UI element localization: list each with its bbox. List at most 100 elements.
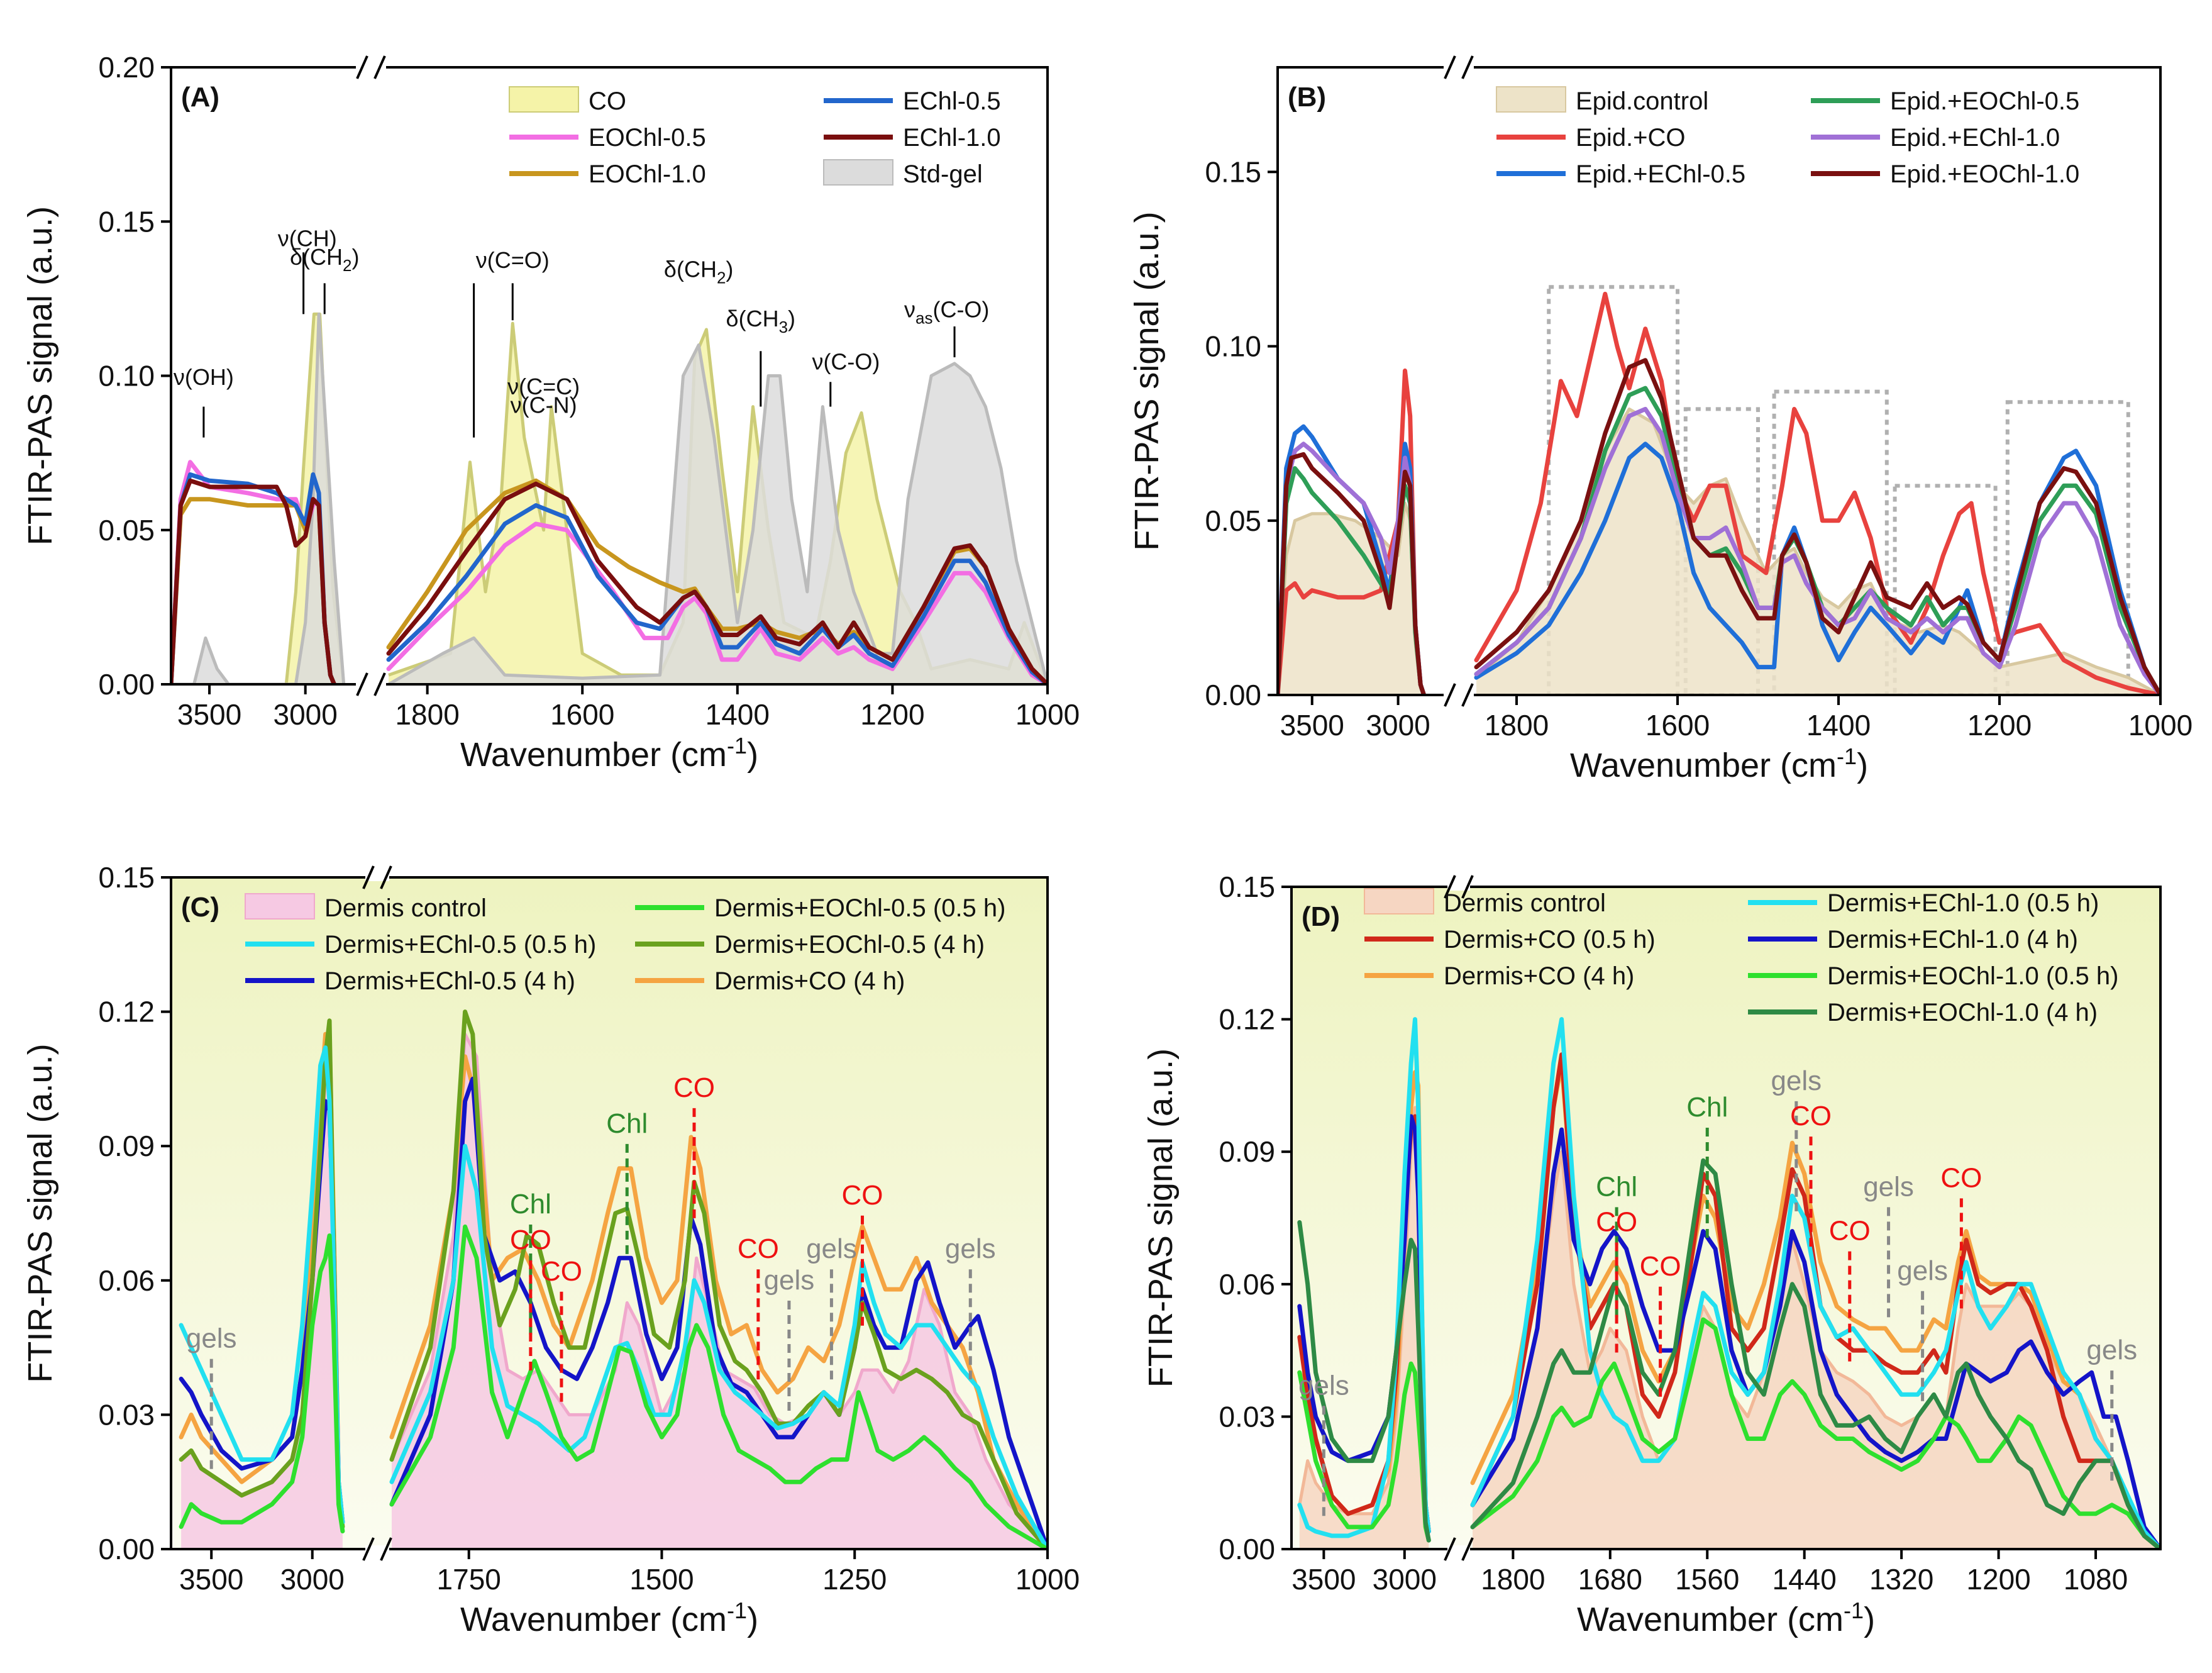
plot-frame [170,876,1049,1550]
y-axis-title: FTIR-PAS signal (a.u.) [1128,211,1166,550]
y-tick-label: 0.05 [98,514,155,547]
region-box [1772,389,1889,695]
series-line [386,503,1048,684]
series-line [1297,1361,1431,1543]
x-tick-label: 3500 [1280,709,1344,742]
y-tick-label: 0.20 [98,51,155,84]
axis-break-gap [365,874,389,881]
peak-marker-label: CO [1829,1216,1871,1247]
y-tick-label: 0.09 [98,1130,155,1162]
x-tick-label: 1680 [1578,1563,1642,1596]
peak-annotation: ν(CH) [278,225,337,251]
legend-label: Dermis control [324,894,487,922]
x-tick-label: 1200 [1966,1563,2030,1596]
legend-label: Epid.control [1576,87,1708,115]
legend-label: Dermis+CO (4 h) [1444,962,1634,990]
series-fill [1473,1152,2160,1549]
peak-marker-label: CO [1640,1251,1681,1282]
legend-label: Std-gel [903,160,983,188]
peak-marker-label: CO [673,1072,715,1103]
legend-swatch [1496,86,1566,113]
peak-marker-label: gels [1298,1370,1349,1401]
panel-B: 0.00 0.05 0.10 0.15 3500 3000 1800 1600 1400 1200… [1128,55,2193,784]
series-line [1470,1317,2160,1549]
legend-label: Epid.+EChl-1.0 [1890,124,2060,152]
y-axis-title: FTIR-PAS signal (a.u.) [1142,1048,1180,1387]
peak-marker-label: gels [1863,1171,1914,1202]
y-tick-label: 0.09 [1219,1135,1275,1168]
peak-annotation: ν(C=O) [476,247,550,273]
panel-label: (B) [1288,82,1326,113]
y-tick-label: 0.10 [1205,330,1261,363]
axis-break-mark [1444,55,1456,79]
legend-label: Epid.+CO [1576,124,1686,152]
y-tick-label: 0.15 [98,205,155,238]
x-tick-label: 3500 [177,698,241,731]
series-fill [389,345,1048,684]
axis-break-mark [1444,875,1456,899]
series-line [386,521,1048,684]
plot-frame [1290,886,2162,1550]
axis-break-mark [380,1537,392,1561]
series-line [1474,291,2160,695]
series-line [390,1032,1048,1549]
legend-label: Dermis+CO (0.5 h) [1444,926,1656,953]
x-axis-title: Wavenumber (cm-1) [1577,1598,1875,1638]
y-tick-label: 0.12 [1219,1003,1275,1036]
peak-marker-label: Chl [1686,1092,1728,1123]
plot-area [171,312,1048,684]
legend-label: Dermis+CO (4 h) [714,967,905,995]
legend-label: Dermis control [1444,889,1606,917]
x-tick-label: 1000 [1015,1563,1080,1596]
legend-label: Dermis+EChl-1.0 (0.5 h) [1827,889,2099,917]
y-tick-label: 0.03 [98,1398,155,1431]
peak-marker-label: Chl [1596,1171,1637,1202]
peak-annotation: ν(C=C) [507,374,580,399]
peak-marker-label: Chl [606,1108,648,1139]
panel-label: (C) [181,892,219,923]
legend-label: Dermis+EChl-1.0 (4 h) [1827,926,2078,953]
x-tick-label: 1080 [2064,1563,2128,1596]
peak-annotation: δ(CH2) [290,244,360,275]
axis-break-mark [373,55,386,79]
series-line [1278,452,1427,695]
x-tick-label: 1600 [550,698,614,731]
y-tick-label: 0.03 [1219,1400,1275,1433]
y-tick-label: 0.15 [1219,870,1275,903]
legend-label: Dermis+EOChl-0.5 (0.5 h) [714,894,1005,922]
series-line [387,343,1048,684]
peak-marker-label: CO [510,1225,551,1255]
plot-frame [1276,66,2162,696]
y-axis-title: FTIR-PAS signal (a.u.) [21,1043,59,1382]
series-line [179,1045,345,1525]
peak-annotation: δ(CH2) [664,257,734,287]
axis-break-mark [1461,683,1474,707]
series-line [1297,1220,1431,1543]
axis-break-mark [1444,1537,1456,1561]
axis-break-mark [1461,55,1474,79]
series-line [171,312,346,684]
axis-break-gap [365,1545,389,1553]
axis-break-mark [1444,683,1456,707]
series-line [1470,1158,2160,1549]
series-fill [171,314,344,684]
plot-area [1278,285,2160,695]
peak-annotation: νas(C-O) [904,296,989,327]
y-tick-label: 0.06 [1219,1268,1275,1301]
series-line [1470,1017,2160,1549]
y-tick-label: 0.00 [98,668,155,701]
legend-label: Epid.+EOChl-0.5 [1890,87,2079,115]
x-tick-label: 1000 [2128,709,2193,742]
plot-area [1297,1017,2160,1549]
series-line [171,478,336,684]
peak-marker-label: gels [806,1233,857,1264]
x-tick-label: 1800 [395,698,459,731]
x-tick-label: 1200 [1967,709,2032,742]
series-line [389,1054,1048,1549]
panel-label: (A) [181,82,219,113]
legend-label: Dermis+EChl-0.5 (4 h) [324,967,575,995]
plot-area [179,1009,1048,1549]
x-tick-label: 1440 [1772,1563,1837,1596]
peak-marker-label: gels [2086,1335,2137,1365]
